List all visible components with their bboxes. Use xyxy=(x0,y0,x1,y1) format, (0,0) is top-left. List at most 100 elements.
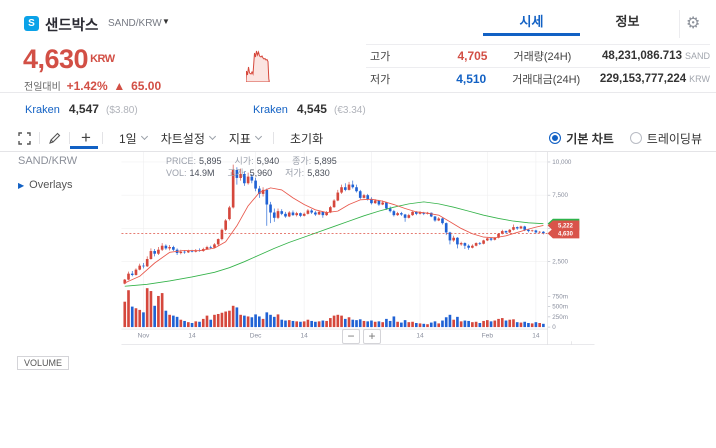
header-separator xyxy=(679,10,680,38)
basic-chart-radio[interactable] xyxy=(549,132,562,144)
add-chart-button[interactable]: + xyxy=(81,128,91,147)
interval-dropdown[interactable]: 1일 xyxy=(119,130,148,147)
sandbox-logo-icon: S xyxy=(24,16,39,31)
vol-label: VOL: xyxy=(166,167,187,178)
svg-text:4,630: 4,630 xyxy=(558,231,574,237)
tradingview-label[interactable]: 트레이딩뷰 xyxy=(646,131,702,146)
value24h-number: 229,153,777,224 xyxy=(599,73,687,85)
tradingview-radio[interactable] xyxy=(629,132,642,144)
gear-icon[interactable]: ⚙ xyxy=(686,15,701,32)
reset-button[interactable]: 초기화 xyxy=(289,131,324,146)
open-value: 5,940 xyxy=(256,156,280,166)
close-label: 종가: xyxy=(292,156,312,166)
fullscreen-button[interactable] xyxy=(18,131,31,145)
chevron-down-icon xyxy=(140,132,148,141)
svg-text:0: 0 xyxy=(552,324,556,331)
chart-toolbar: + 1일 차트설정 지표 초기화 기본 차트 트레이딩뷰 xyxy=(0,125,716,152)
toolbar-separator xyxy=(69,132,70,144)
exchange-name: Kraken xyxy=(25,104,60,116)
overlays-arrow-icon: ▶ xyxy=(18,181,25,190)
current-price: 4,630 KRW xyxy=(23,44,115,75)
svg-text:500m: 500m xyxy=(552,304,568,311)
svg-text:14: 14 xyxy=(416,333,424,340)
svg-text:14: 14 xyxy=(532,333,540,340)
toolbar-plus-underline xyxy=(70,146,98,149)
table-row: 저가 4,510 거래대금(24H) 229,153,777,224 KRW xyxy=(366,67,710,90)
zoom-in-button[interactable]: + xyxy=(363,329,381,344)
open-label: 시가: xyxy=(234,156,254,166)
high-value: 4,705 xyxy=(457,49,488,63)
pencil-icon xyxy=(49,132,61,144)
kraken-eur-price: Kraken 4,545 (€3.34) xyxy=(253,102,366,116)
svg-text:Dec: Dec xyxy=(250,333,262,340)
zoom-out-button[interactable]: − xyxy=(342,329,360,344)
chart-settings-label: 차트설정 xyxy=(160,131,205,146)
price-number: 4,630 xyxy=(23,44,89,74)
value24h-unit: KRW xyxy=(689,74,711,84)
change-arrow-icon: ▲ xyxy=(113,79,126,93)
low-label: 저가 xyxy=(370,74,391,86)
high-info-value: 5,960 xyxy=(249,167,273,178)
low-value: 4,510 xyxy=(456,72,487,86)
tab-market-price[interactable]: 시세 xyxy=(519,14,544,29)
price-info-label: PRICE: xyxy=(166,156,197,166)
exchange-price: 4,547 xyxy=(68,102,99,116)
volume24h-unit: SAND xyxy=(684,51,710,61)
volume24h-number: 48,231,086.713 xyxy=(602,50,682,62)
price-info-value: 5,895 xyxy=(199,156,222,166)
chart-mode-group: 기본 차트 트레이딩뷰 xyxy=(549,130,716,147)
ohlc-info-row2: VOL: 14.9M 고가: 5,960 저가: 5,830 xyxy=(166,168,350,180)
basic-chart-label[interactable]: 기본 차트 xyxy=(566,131,614,146)
svg-text:7,500: 7,500 xyxy=(552,192,568,199)
indicators-label: 지표 xyxy=(228,131,251,146)
toolbar-separator xyxy=(39,132,40,144)
zoom-controls: − + xyxy=(342,329,381,344)
low-info-label: 저가: xyxy=(285,167,305,178)
change-label: 전일대비 xyxy=(24,82,61,93)
value24h-label: 거래대금(24H) xyxy=(512,74,581,86)
price-currency: KRW xyxy=(90,53,115,65)
ohlc-info-row1: PRICE: 5,895 시가: 5,940 종가: 5,895 xyxy=(166,156,350,168)
svg-text:750m: 750m xyxy=(552,293,568,300)
volume24h-label: 거래량(24H) xyxy=(513,51,572,63)
chevron-down-icon xyxy=(208,132,216,141)
stats-table: 고가 4,705 거래량(24H) 48,231,086.713 SAND 저가 … xyxy=(366,44,710,90)
coin-dropdown-caret-icon[interactable]: ▼ xyxy=(162,17,170,26)
svg-text:Nov: Nov xyxy=(138,333,150,340)
chart-settings-dropdown[interactable]: 차트설정 xyxy=(160,130,216,147)
volume-label: VOLUME xyxy=(17,356,70,370)
change-percent: +1.42% xyxy=(66,79,108,93)
kraken-usd-price: Kraken 4,547 ($3.80) xyxy=(25,102,138,116)
high-info-label: 고가: xyxy=(227,167,247,178)
svg-text:2,500: 2,500 xyxy=(552,259,568,266)
ohlc-info: PRICE: 5,895 시가: 5,940 종가: 5,895 VOL: 14.9M 고가:… xyxy=(166,156,350,179)
svg-text:10,000: 10,000 xyxy=(552,159,572,166)
change-value: 65.00 xyxy=(131,79,162,93)
volume24h-value: 48,231,086.713 SAND xyxy=(602,50,710,62)
indicators-dropdown[interactable]: 지표 xyxy=(228,130,263,147)
overlays-toggle[interactable]: ▶ Overlays xyxy=(18,179,73,191)
low-info-value: 5,830 xyxy=(307,167,330,178)
chart-svg[interactable]: 10,0007,5005,0002,500750m500m250m05,2224… xyxy=(0,152,716,448)
exchange-name: Kraken xyxy=(253,104,288,116)
high-label: 고가 xyxy=(370,51,391,63)
value24h-value: 229,153,777,224 KRW xyxy=(600,73,710,85)
toolbar-separator xyxy=(272,132,274,144)
exchange-price: 4,545 xyxy=(296,102,327,116)
active-tab-underline xyxy=(483,33,580,36)
svg-text:250m: 250m xyxy=(552,314,568,321)
draw-button[interactable] xyxy=(48,132,61,145)
chevron-down-icon xyxy=(254,132,263,141)
tab-info[interactable]: 정보 xyxy=(615,14,640,29)
interval-label: 1일 xyxy=(119,131,137,146)
chart-symbol-label: SAND/KRW xyxy=(18,155,78,167)
reference-price-strip: Kraken 4,547 ($3.80) Kraken 4,545 (€3.34… xyxy=(0,92,716,125)
svg-text:14: 14 xyxy=(188,333,196,340)
fullscreen-icon xyxy=(18,131,31,145)
coin-pair: SAND/KRW xyxy=(108,18,162,29)
vol-value: 14.9M xyxy=(189,167,215,178)
close-value: 5,895 xyxy=(314,156,337,166)
svg-text:14: 14 xyxy=(301,333,309,340)
svg-text:5,222: 5,222 xyxy=(558,224,574,230)
